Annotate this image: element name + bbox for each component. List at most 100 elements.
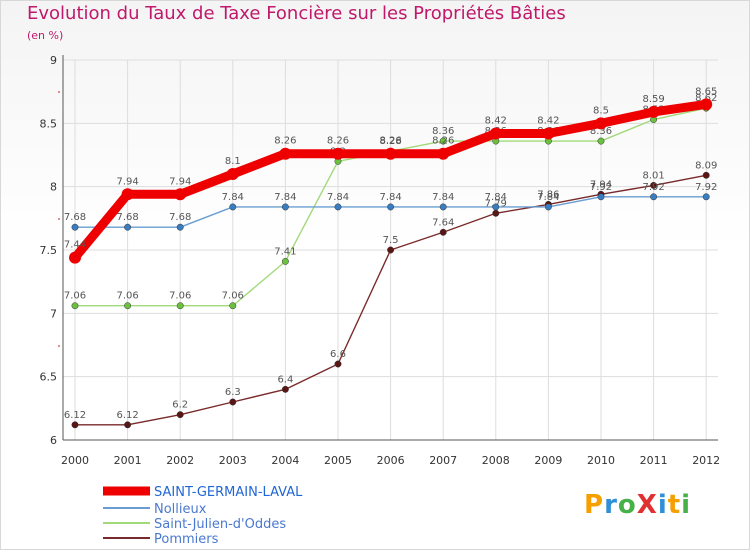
y-tick-label: 8 bbox=[50, 181, 57, 194]
data-label-3: 7.86 bbox=[537, 189, 559, 200]
series-point-0 bbox=[700, 98, 713, 111]
data-label-3: 8.01 bbox=[642, 170, 664, 181]
data-label-3: 6.2 bbox=[172, 400, 188, 411]
series-point-3 bbox=[334, 360, 342, 368]
data-label-0: 7.94 bbox=[116, 176, 138, 187]
data-label-2: 7.06 bbox=[169, 291, 191, 302]
legend-label-0: SAINT-GERMAIN-LAVAL bbox=[154, 485, 303, 500]
y-axis-unit-label: (en %) bbox=[27, 29, 64, 42]
proxiti-logo: ProXiti bbox=[584, 490, 692, 520]
legend-label-2: Saint-Julien-d'Oddes bbox=[154, 517, 286, 532]
x-tick-label: 2012 bbox=[692, 454, 720, 467]
series-point-2 bbox=[124, 302, 132, 310]
series-point-2 bbox=[439, 137, 447, 145]
data-label-0: 7.44 bbox=[64, 240, 86, 251]
y-tick-label: 8.5 bbox=[40, 117, 58, 130]
series-point-0 bbox=[174, 188, 187, 201]
series-point-0 bbox=[332, 147, 344, 160]
series-point-1 bbox=[650, 193, 658, 201]
y-tick-label: 7.5 bbox=[40, 244, 58, 257]
series-point-1 bbox=[176, 223, 184, 231]
x-tick-label: 2001 bbox=[114, 454, 142, 467]
series-point-2 bbox=[71, 302, 79, 310]
data-label-1: 7.92 bbox=[590, 182, 612, 193]
series-point-3 bbox=[176, 411, 184, 419]
series-point-0 bbox=[279, 147, 292, 160]
series-point-1 bbox=[439, 203, 447, 211]
data-label-3: 6.4 bbox=[277, 374, 293, 385]
x-tick-label: 2006 bbox=[377, 454, 405, 467]
data-label-3: 7.64 bbox=[432, 217, 454, 228]
data-label-3: 6.6 bbox=[330, 349, 346, 360]
data-label-0: 8.42 bbox=[485, 115, 507, 126]
data-label-3: 6.3 bbox=[225, 387, 241, 398]
y-tick-label: 6 bbox=[50, 434, 57, 447]
x-tick-label: 2010 bbox=[587, 454, 615, 467]
series-point-3 bbox=[229, 398, 237, 406]
data-label-0: 8.26 bbox=[432, 136, 454, 147]
series-point-0 bbox=[121, 188, 134, 201]
data-label-0: 8.59 bbox=[642, 94, 664, 105]
series-point-3 bbox=[71, 421, 79, 429]
data-label-3: 7.5 bbox=[383, 235, 399, 246]
series-point-3 bbox=[124, 421, 132, 429]
series-point-1 bbox=[71, 223, 79, 231]
series-point-0 bbox=[542, 127, 555, 140]
series-point-2 bbox=[281, 257, 289, 265]
x-tick-label: 2004 bbox=[271, 454, 299, 467]
data-label-2: 7.41 bbox=[274, 246, 296, 257]
series-point-1 bbox=[281, 203, 289, 211]
series-point-1 bbox=[124, 223, 132, 231]
series-point-1 bbox=[544, 203, 552, 211]
y-tick-label: 9 bbox=[50, 54, 57, 67]
data-label-0: 8.42 bbox=[537, 115, 559, 126]
data-label-0: 8.26 bbox=[379, 136, 401, 147]
data-label-0: 8.1 bbox=[225, 156, 241, 167]
x-tick-label: 2003 bbox=[219, 454, 247, 467]
data-label-0: 8.26 bbox=[274, 136, 296, 147]
series-point-0 bbox=[437, 147, 450, 160]
series-point-3 bbox=[281, 385, 289, 393]
data-label-0: 8.65 bbox=[695, 86, 717, 97]
data-label-2: 7.06 bbox=[64, 291, 86, 302]
data-label-1: 7.92 bbox=[695, 182, 717, 193]
data-label-3: 7.94 bbox=[590, 179, 612, 190]
data-label-1: 7.84 bbox=[537, 192, 559, 203]
data-label-0: 7.94 bbox=[169, 176, 191, 187]
x-tick-label: 2000 bbox=[61, 454, 89, 467]
data-label-0: 8.5 bbox=[593, 105, 609, 116]
data-label-1: 7.84 bbox=[485, 192, 507, 203]
data-label-1: 7.84 bbox=[222, 192, 244, 203]
x-tick-label: 2002 bbox=[166, 454, 194, 467]
x-tick-label: 2008 bbox=[482, 454, 510, 467]
series-point-3 bbox=[650, 181, 658, 189]
legend-label-1: Nollieux bbox=[154, 502, 207, 517]
data-label-1: 7.68 bbox=[169, 212, 191, 223]
data-label-3: 6.12 bbox=[116, 410, 138, 421]
x-tick-label: 2007 bbox=[429, 454, 457, 467]
data-label-1: 7.84 bbox=[379, 192, 401, 203]
series-point-0 bbox=[595, 117, 607, 130]
series-point-2 bbox=[597, 137, 605, 145]
y-tick-label: 6.5 bbox=[40, 371, 58, 384]
data-label-2: 7.06 bbox=[116, 291, 138, 302]
series-point-3 bbox=[387, 246, 395, 254]
chart-title: Evolution du Taux de Taxe Foncière sur l… bbox=[27, 3, 566, 24]
series-point-0 bbox=[489, 127, 502, 140]
series-point-2 bbox=[229, 302, 237, 310]
series-point-0 bbox=[226, 168, 239, 180]
series-point-1 bbox=[597, 193, 605, 201]
data-label-3: 6.12 bbox=[64, 410, 86, 421]
legend-label-3: Pommiers bbox=[154, 532, 219, 547]
series-point-0 bbox=[69, 251, 81, 264]
series-point-3 bbox=[492, 209, 500, 217]
data-label-1: 7.84 bbox=[432, 192, 454, 203]
y-tick-label: 7 bbox=[50, 307, 57, 320]
series-point-1 bbox=[334, 203, 342, 211]
data-label-1: 7.68 bbox=[64, 212, 86, 223]
data-label-2: 8.36 bbox=[590, 126, 612, 137]
data-label-1: 7.68 bbox=[116, 212, 138, 223]
series-point-0 bbox=[384, 147, 397, 160]
data-label-2: 7.06 bbox=[222, 291, 244, 302]
